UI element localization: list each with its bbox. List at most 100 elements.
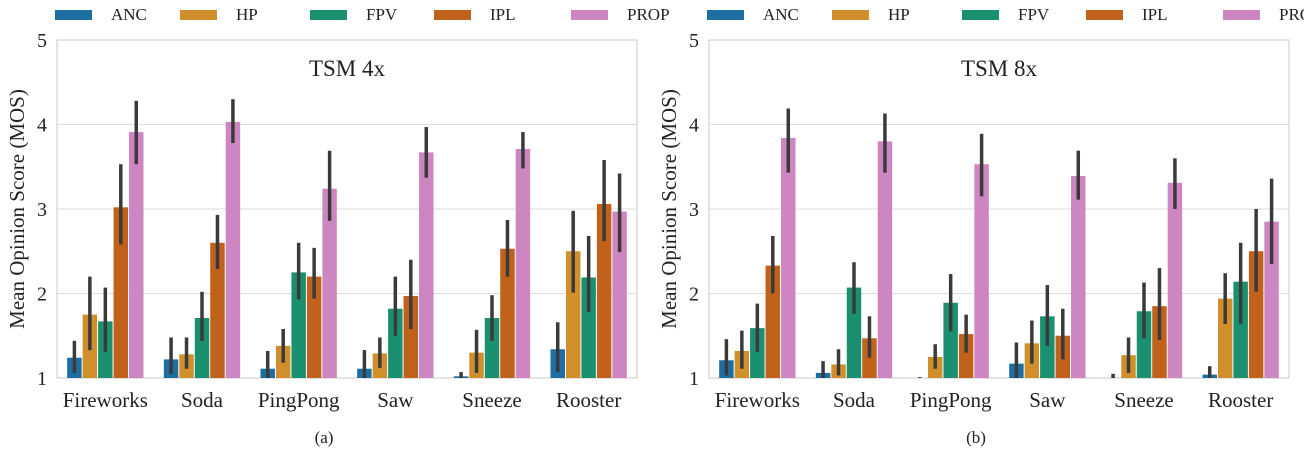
x-tick-label: Soda [181, 388, 224, 412]
legend-swatch [571, 10, 608, 20]
legend-label: FPV [366, 5, 398, 24]
legend-label: ANC [111, 5, 147, 24]
x-tick-label: PingPong [258, 388, 340, 412]
bar-fpv [581, 277, 596, 378]
legend-label: IPL [1142, 5, 1168, 24]
bar-fpv [1233, 281, 1248, 378]
legend-label: FPV [1018, 5, 1050, 24]
bar-prop [974, 164, 989, 378]
bar-ipl [862, 338, 877, 378]
legend-item-ipl: IPL [434, 3, 516, 27]
bar-hp [1217, 298, 1233, 378]
bar-fpv [1136, 311, 1152, 378]
bar-prop [419, 152, 434, 378]
legend-swatch [962, 10, 999, 20]
bar-prop [877, 141, 893, 378]
y-axis-label: Mean Opinion Score (MOS) [5, 89, 29, 329]
bar-ipl [958, 334, 974, 378]
x-tick-label: Soda [833, 388, 876, 412]
y-axis-label: Mean Opinion Score (MOS) [657, 89, 681, 329]
bar-ipl [1152, 306, 1167, 378]
caption-b: (b) [966, 428, 986, 447]
x-tick-label: Rooster [1208, 388, 1273, 412]
bar-fpv [484, 318, 500, 378]
legend-label: IPL [490, 5, 516, 24]
bar-prop [612, 211, 627, 378]
legend-left: ANC HP FPV IPL PROP [0, 3, 670, 27]
legend-label: PROP [1279, 5, 1304, 24]
y-tick-label: 2 [37, 284, 47, 306]
x-tick-label: Sneeze [1114, 388, 1173, 412]
bar-fpv [750, 328, 765, 378]
bar-prop [129, 132, 144, 378]
chart-title: TSM 4x [309, 56, 386, 81]
x-tick-label: Sneeze [462, 388, 521, 412]
x-tick-label: PingPong [910, 388, 992, 412]
y-tick-label: 3 [37, 199, 47, 221]
y-tick-label: 5 [689, 30, 699, 52]
bar-ipl [500, 248, 515, 378]
legend-item-prop: PROP [571, 3, 670, 27]
y-tick-label: 2 [689, 284, 699, 306]
bar-ipl [596, 203, 612, 378]
bar-prop [515, 149, 531, 378]
axes-frame [56, 39, 638, 379]
bar-prop [781, 138, 796, 378]
x-tick-label: Fireworks [715, 388, 800, 412]
bar-prop [225, 121, 241, 378]
legend-swatch [310, 10, 347, 20]
caption-a: (a) [314, 428, 334, 447]
bar-hp [565, 251, 581, 378]
legend-label: ANC [763, 5, 799, 24]
legend-item-anc: ANC [707, 3, 799, 27]
bar-fpv [1040, 316, 1055, 378]
legend-item-fpv: FPV [962, 3, 1049, 27]
bar-fpv [291, 272, 306, 378]
bar-ipl [403, 296, 419, 378]
chart-title: TSM 8x [961, 56, 1038, 81]
x-tick-label: Fireworks [63, 388, 148, 412]
bar-ipl [306, 276, 322, 378]
legend-swatch [1223, 10, 1260, 20]
legend-swatch [707, 10, 744, 20]
bar-prop [322, 188, 337, 378]
bar-fpv [846, 287, 862, 378]
y-tick-label: 1 [37, 368, 47, 390]
legend-swatch [180, 10, 217, 20]
bar-fpv [194, 318, 210, 378]
y-tick-label: 1 [689, 368, 699, 390]
bar-ipl [210, 242, 225, 378]
legend-swatch [832, 10, 869, 20]
bar-ipl [765, 265, 781, 378]
legend-item-ipl: IPL [1086, 3, 1168, 27]
bar-fpv [388, 308, 403, 378]
legend-item-anc: ANC [55, 3, 147, 27]
bar-prop [1264, 221, 1279, 378]
y-tick-label: 5 [37, 30, 47, 52]
legend-right: ANC HP FPV IPL PROP [652, 3, 1304, 27]
bar-ipl [113, 207, 129, 378]
chart-panel-a: 1 2 3 4 5 Mean Opinion Score (MOS) TSM 4x Firew… [5, 30, 638, 412]
legend-swatch [434, 10, 471, 20]
x-tick-label: Rooster [556, 388, 621, 412]
bar-prop [1167, 182, 1183, 378]
x-tick-label: Saw [1029, 388, 1066, 412]
bar-fpv [943, 302, 958, 378]
legend-item-hp: HP [180, 3, 258, 27]
legend-item-hp: HP [832, 3, 910, 27]
legend-swatch [1086, 10, 1123, 20]
legend-label: PROP [627, 5, 670, 24]
y-tick-label: 4 [37, 115, 47, 137]
bar-ipl [1248, 251, 1264, 378]
bar-prop [1071, 176, 1086, 378]
x-tick-label: Saw [377, 388, 414, 412]
y-tick-label: 4 [689, 115, 699, 137]
legend-label: HP [236, 5, 258, 24]
axes-frame [708, 39, 1290, 379]
chart-panel-b: 1 2 3 4 5 Mean Opinion Score (MOS) TSM 8x Firew… [657, 30, 1290, 412]
legend-item-fpv: FPV [310, 3, 397, 27]
legend-swatch [55, 10, 92, 20]
legend-item-prop: PROP [1223, 3, 1304, 27]
legend-label: HP [888, 5, 910, 24]
y-tick-label: 3 [689, 199, 699, 221]
